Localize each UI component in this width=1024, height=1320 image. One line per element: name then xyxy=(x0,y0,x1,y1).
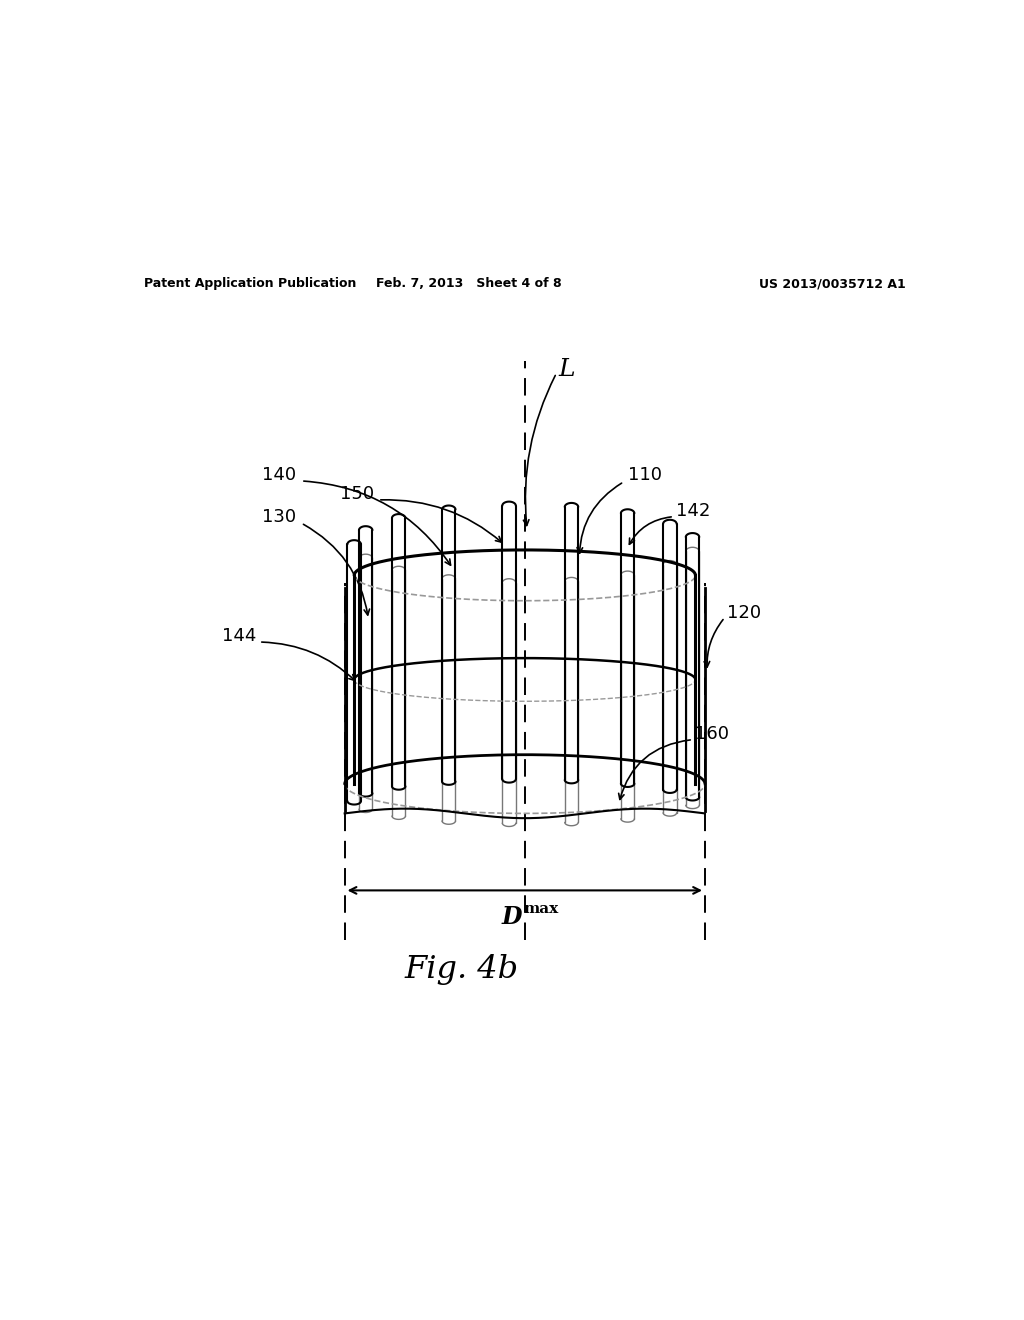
Text: D: D xyxy=(502,904,522,929)
Text: L: L xyxy=(558,358,574,380)
Text: 120: 120 xyxy=(727,603,761,622)
Text: 160: 160 xyxy=(695,725,729,743)
Text: max: max xyxy=(523,902,558,916)
Text: Feb. 7, 2013   Sheet 4 of 8: Feb. 7, 2013 Sheet 4 of 8 xyxy=(377,277,562,290)
Text: Fig. 4b: Fig. 4b xyxy=(404,954,518,985)
Text: 150: 150 xyxy=(340,484,374,503)
Text: 142: 142 xyxy=(676,502,710,520)
Text: 140: 140 xyxy=(262,466,296,483)
Text: 144: 144 xyxy=(222,627,257,645)
Text: US 2013/0035712 A1: US 2013/0035712 A1 xyxy=(759,277,905,290)
Text: Patent Application Publication: Patent Application Publication xyxy=(143,277,356,290)
Text: 130: 130 xyxy=(262,508,296,527)
Text: 110: 110 xyxy=(628,466,662,483)
